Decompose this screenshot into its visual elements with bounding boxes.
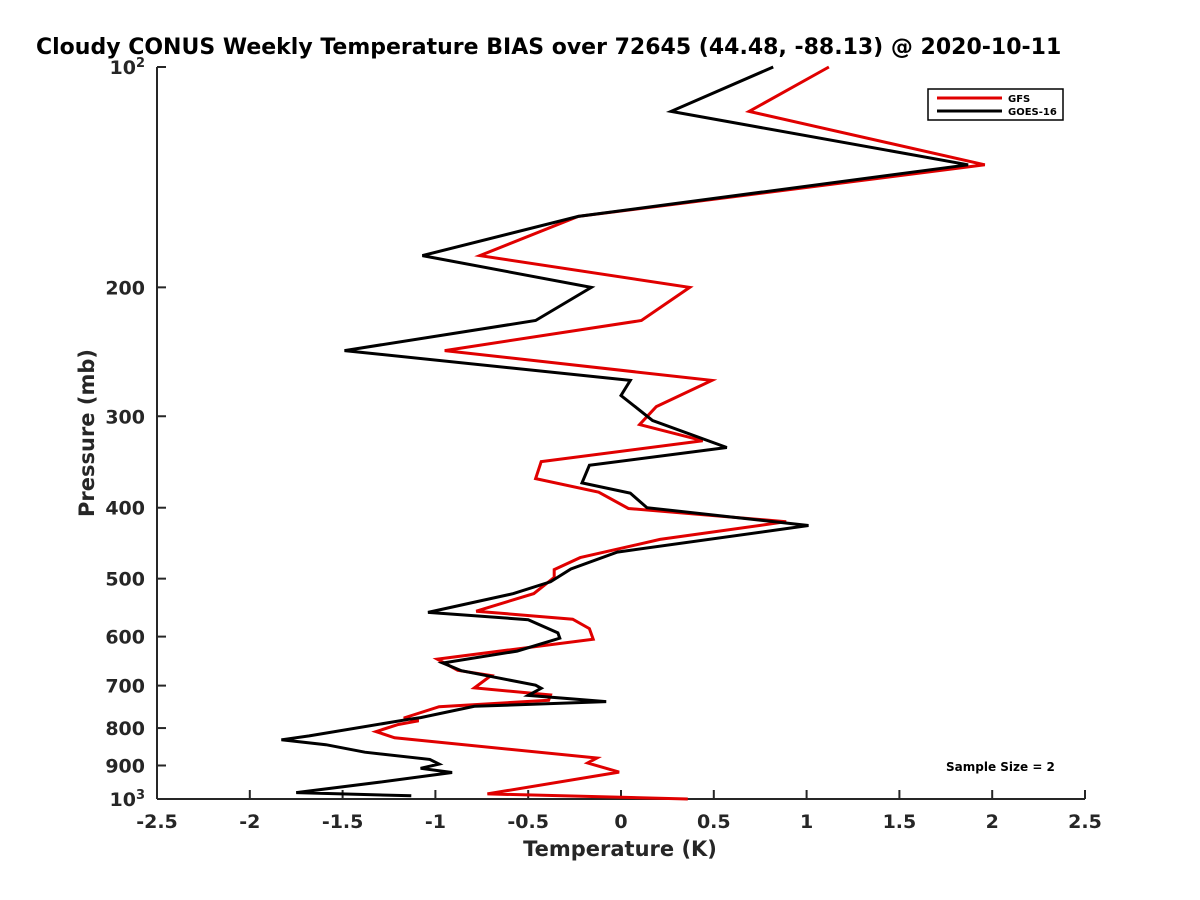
x-tick-label: -2.5 xyxy=(136,811,178,833)
y-tick-label: 600 xyxy=(105,627,145,649)
x-tick-label: -1 xyxy=(425,811,446,833)
y-tick-label: 900 xyxy=(105,756,145,778)
legend: GFS GOES-16 xyxy=(927,88,1064,121)
x-tick-label: 2 xyxy=(986,811,999,833)
y-tick-label: 103 xyxy=(110,788,146,812)
legend-label: GFS xyxy=(1008,94,1030,105)
y-tick-label: 500 xyxy=(105,569,145,591)
sample-size-annotation: Sample Size = 2 xyxy=(946,760,1055,774)
x-tick-label: 1.5 xyxy=(883,811,917,833)
y-tick-label: 800 xyxy=(105,718,145,740)
y-tick-label: 700 xyxy=(105,676,145,698)
x-tick-label: 1 xyxy=(800,811,813,833)
x-axis-label: Temperature (K) xyxy=(523,837,717,861)
x-tick-label: -1.5 xyxy=(322,811,364,833)
legend-label: GOES-16 xyxy=(1008,107,1057,118)
series-line-goes-16 xyxy=(281,65,969,798)
y-tick-label: 300 xyxy=(105,406,145,428)
y-tick-label: 200 xyxy=(105,277,145,299)
series-layer xyxy=(281,65,986,801)
x-tick-label: -2 xyxy=(239,811,260,833)
plot-axes: -2.5 -2 -1.5 -1 -0.5 0 0.5 1 1.5 2 2.5 102 200 300 400… xyxy=(105,56,1102,834)
series-line-gfs xyxy=(371,65,986,801)
x-tick-label: 2.5 xyxy=(1068,811,1102,833)
y-tick-label: 400 xyxy=(105,498,145,520)
legend-box xyxy=(927,88,1064,121)
x-tick-label: 0 xyxy=(614,811,627,833)
y-axis-label: Pressure (mb) xyxy=(75,349,99,517)
y-tick-label: 102 xyxy=(110,56,146,80)
chart-title: Cloudy CONUS Weekly Temperature BIAS ove… xyxy=(36,35,1061,60)
x-tick-label: 0.5 xyxy=(697,811,731,833)
x-tick-label: -0.5 xyxy=(507,811,549,833)
